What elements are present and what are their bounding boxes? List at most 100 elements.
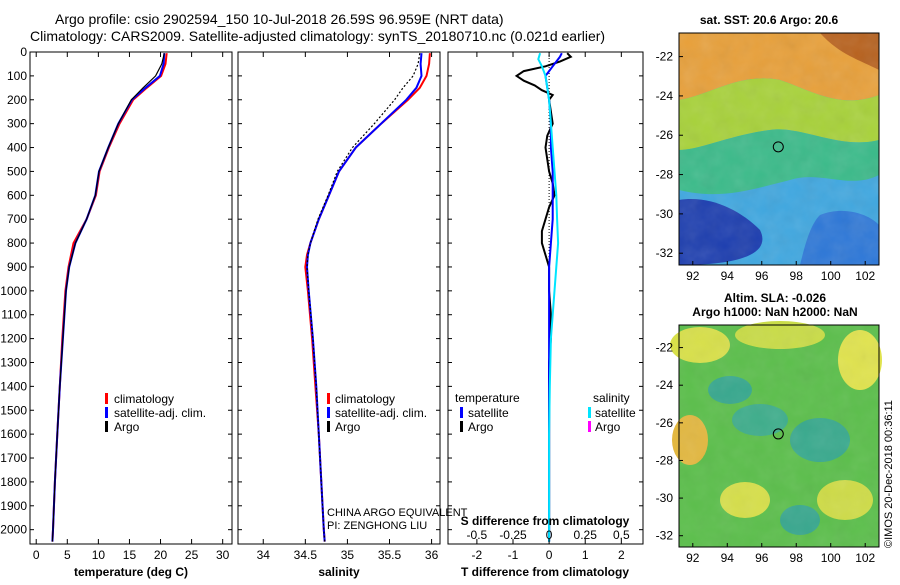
lon-tick-label: 102 — [855, 269, 875, 283]
legend-climatology-swatch — [327, 393, 330, 404]
depth-tick-label: 100 — [7, 69, 27, 83]
depth-tick-label: 900 — [7, 260, 27, 274]
series-line-argo — [306, 53, 421, 542]
legend-temperature-header: temperature — [455, 391, 520, 405]
sla-map-frame — [678, 324, 880, 548]
depth-tick-label: 1200 — [0, 332, 27, 346]
depth-tick-label: 500 — [7, 164, 27, 178]
legend-s-satellite-label: satellite — [595, 406, 636, 420]
legend-satellite-adj-swatch — [327, 407, 330, 418]
x-tick-label: 2 — [618, 548, 625, 562]
lat-tick-label: -30 — [656, 207, 674, 221]
sla-map-title-1: Altim. SLA: -0.026 — [724, 291, 826, 305]
legend-t-argo-swatch — [460, 421, 463, 432]
depth-tick-label: 1300 — [0, 355, 27, 369]
sst-map-frame — [678, 32, 880, 266]
lat-tick-label: -28 — [656, 453, 674, 467]
depth-tick-label: 1100 — [1, 308, 27, 322]
lon-tick-label: 98 — [790, 269, 804, 283]
series-line-argo — [51, 53, 165, 542]
depth-tick-label: 700 — [7, 212, 27, 226]
depth-tick-label: 1000 — [0, 284, 27, 298]
series-line-temperature-argo — [514, 52, 573, 542]
legend-t-satellite-label: satellite — [468, 406, 509, 420]
series-line-climatology — [304, 53, 431, 542]
salinity-xlabel: salinity — [318, 565, 360, 579]
series-line-climatology — [51, 53, 168, 542]
lat-tick-label: -32 — [656, 246, 674, 260]
x-tick-label: 20 — [154, 548, 168, 562]
s-difference-xlabel: S difference from climatology — [461, 514, 630, 528]
lon-tick-label: 94 — [721, 269, 735, 283]
temperature-panel-frame — [29, 51, 233, 545]
temperature-xlabel: temperature (deg C) — [74, 565, 188, 579]
lon-tick-label: 92 — [686, 269, 700, 283]
depth-tick-label: 400 — [7, 141, 27, 155]
legend-satellite-adj-swatch — [105, 407, 108, 418]
lat-tick-label: -24 — [656, 89, 674, 103]
depth-tick-label: 0 — [20, 45, 27, 59]
lon-tick-label: 102 — [855, 551, 875, 565]
depth-tick-label: 1800 — [0, 475, 27, 489]
sst-map — [678, 32, 880, 266]
lat-tick-label: -22 — [656, 341, 674, 355]
temperature-legend: climatology satellite-adj. clim. Argo — [105, 392, 206, 434]
series-line-satellite-adj-clim- — [305, 53, 423, 542]
lat-tick-label: -26 — [656, 128, 674, 142]
sst-texture — [679, 33, 879, 265]
lon-tick-label: 98 — [790, 551, 804, 565]
sst-map-title: sat. SST: 20.6 Argo: 20.6 — [700, 13, 839, 27]
depth-tick-label: 1700 — [0, 451, 27, 465]
lon-tick-label: 94 — [721, 551, 735, 565]
legend-s-argo-label: Argo — [595, 420, 621, 434]
sst-map-axes: -22 -24 -26 -28 -30 -32 92 94 96 98 100 102 — [656, 50, 876, 283]
lon-tick-label: 96 — [755, 551, 769, 565]
legend-argo-label: Argo — [335, 420, 361, 434]
x-tick-label: 34.5 — [294, 548, 318, 562]
lon-tick-label: 100 — [821, 269, 841, 283]
depth-axis: 0 100 200 300 400 500 600 700 800 900 1000 1100 1200… — [0, 45, 27, 537]
lon-tick-label: 92 — [686, 551, 700, 565]
series-line-salinity-satellite — [537, 52, 560, 542]
x-tick-label: 34 — [257, 548, 271, 562]
legend-climatology-label: climatology — [114, 392, 174, 406]
x-tick-label: 35 — [341, 548, 355, 562]
legend-climatology-swatch — [105, 393, 108, 404]
legend-t-argo-label: Argo — [468, 420, 494, 434]
sla-map-title-2: Argo h1000: NaN h2000: NaN — [692, 305, 857, 319]
depth-tick-label: 600 — [7, 188, 27, 202]
header-line-2: Climatology: CARS2009. Satellite-adjuste… — [30, 28, 605, 44]
s-tick-label: -0.5 — [467, 528, 488, 542]
depth-tick-label: 1600 — [0, 427, 27, 441]
difference-legend-temperature: temperature satellite Argo — [455, 391, 520, 434]
legend-s-argo-swatch — [588, 421, 591, 432]
legend-salinity-header: salinity — [593, 391, 630, 405]
depth-tick-label: 200 — [7, 93, 27, 107]
sla-map — [670, 321, 882, 548]
lat-tick-label: -30 — [656, 491, 674, 505]
lon-tick-label: 96 — [755, 269, 769, 283]
lat-tick-label: -32 — [656, 529, 674, 543]
annotation-line-2: PI: ZENGHONG LIU — [327, 520, 427, 532]
difference-panel-frame — [447, 51, 644, 545]
sla-texture — [679, 325, 879, 547]
axes-ticks: 0 5 10 15 20 25 30 34 34.5 35 35.5 36 -2 -1 0 1 2 -0.5 -0.… — [30, 51, 643, 562]
depth-tick-label: 1500 — [0, 403, 27, 417]
x-tick-label: 10 — [92, 548, 106, 562]
sla-map-axes: -22 -24 -26 -28 -30 -32 92 94 96 98 100 102 — [656, 341, 876, 565]
series-line-satellite-adj-clim- — [51, 53, 166, 542]
lon-tick-label: 100 — [821, 551, 841, 565]
salinity-panel-frame — [237, 51, 441, 545]
lat-tick-label: -24 — [656, 378, 674, 392]
legend-climatology-label: climatology — [335, 392, 395, 406]
legend-satellite-adj-label: satellite-adj. clim. — [335, 406, 427, 420]
lat-tick-label: -22 — [656, 50, 674, 64]
legend-argo-swatch — [327, 421, 330, 432]
x-tick-label: 25 — [185, 548, 199, 562]
x-tick-label: -2 — [472, 548, 483, 562]
x-tick-label: 36 — [425, 548, 439, 562]
t-difference-xlabel: T difference from climatology — [461, 565, 629, 579]
depth-tick-label: 300 — [7, 117, 27, 131]
annotation-line-1: CHINA ARGO EQUIVALENT — [327, 507, 468, 519]
